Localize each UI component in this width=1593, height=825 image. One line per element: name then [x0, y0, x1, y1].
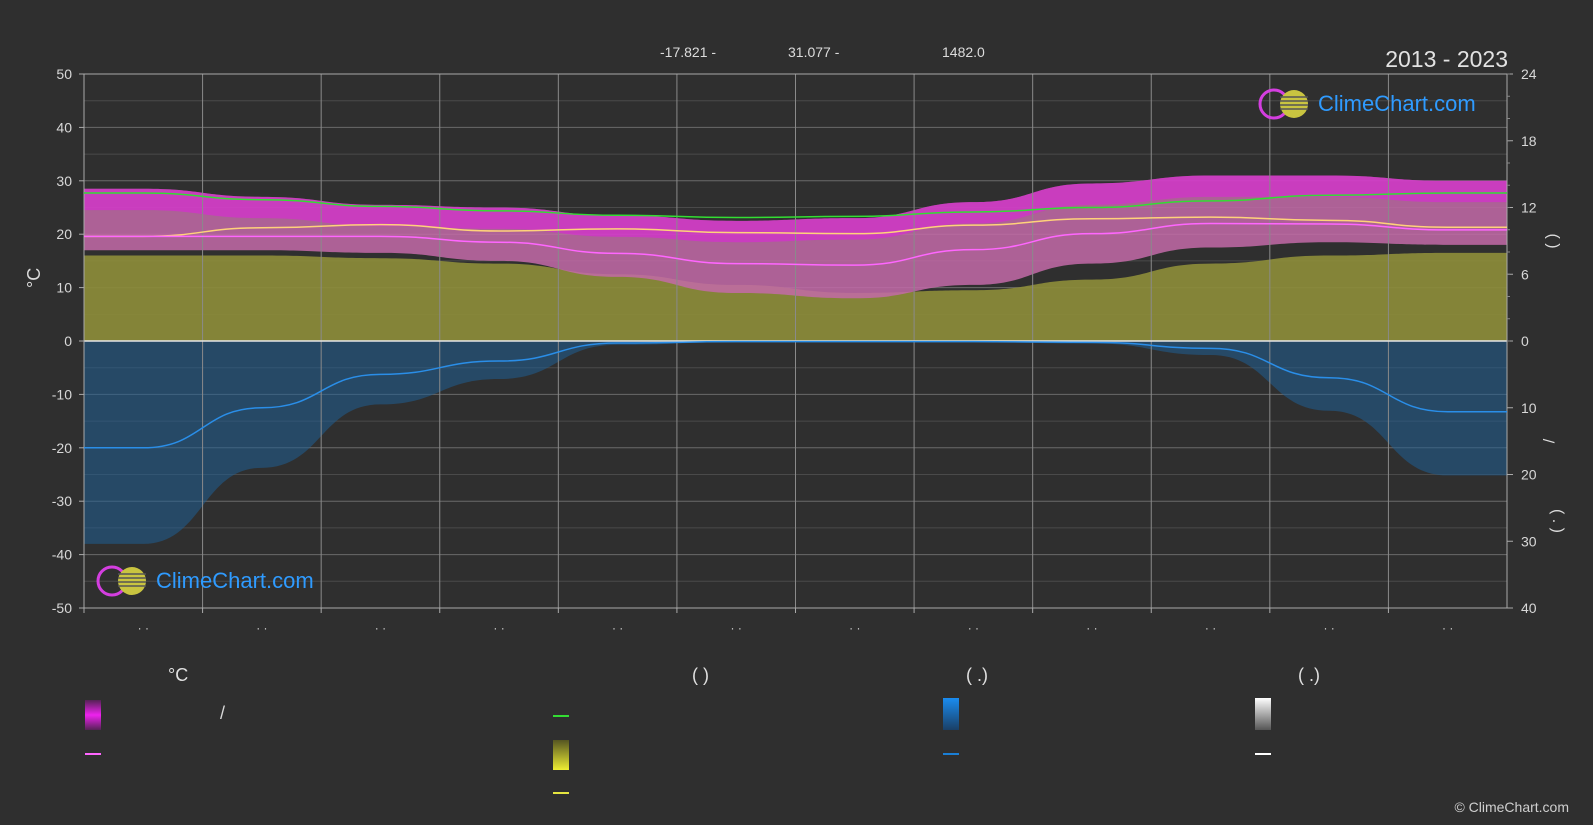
- right-axis-tick-hours: 6: [1521, 266, 1529, 282]
- max-temp-label: 31.077 -: [788, 44, 840, 60]
- left-axis-tick: 0: [64, 333, 72, 349]
- month-tick-label: · ·: [731, 621, 742, 635]
- left-axis-tick: 50: [56, 66, 72, 82]
- logo-text: ClimeChart.com: [156, 568, 314, 593]
- copyright: © ClimeChart.com: [1454, 799, 1569, 815]
- right-axis-slash: /: [1539, 438, 1557, 444]
- month-tick-label: · ·: [1205, 621, 1216, 635]
- elevation-label: 1482.0: [942, 44, 985, 60]
- right-axis-tick-precip: 30: [1521, 533, 1537, 549]
- logo-text: ClimeChart.com: [1318, 91, 1476, 116]
- daylight-line: [84, 192, 1507, 219]
- legend-daylight-line: [553, 715, 569, 717]
- climechart-logo-icon: [1258, 88, 1308, 120]
- legend-temp-range-swatch: [85, 700, 101, 730]
- month-tick-label: · ·: [493, 621, 504, 635]
- right-axis-tick-precip: 10: [1521, 400, 1537, 416]
- right-axis-label-lower: ( . ): [1549, 509, 1566, 533]
- left-axis-title: °C: [24, 267, 44, 288]
- month-tick-label: · ·: [968, 621, 979, 635]
- left-axis-tick: 20: [56, 226, 72, 242]
- left-axis-tick: 30: [56, 173, 72, 189]
- avg-temp-line: [83, 222, 1507, 266]
- month-tick-label: · ·: [1442, 621, 1453, 635]
- month-tick-label: · ·: [612, 621, 623, 635]
- logo-bottom[interactable]: ClimeChart.com: [96, 565, 314, 597]
- month-tick-label: · ·: [256, 621, 267, 635]
- legend-rain-head: ( .): [966, 665, 988, 685]
- avg-max-temp-line: [83, 216, 1507, 238]
- years-range: 2013 - 2023: [1385, 46, 1508, 72]
- right-axis-tick-hours: 12: [1521, 200, 1537, 216]
- climechart-logo-icon: [96, 565, 146, 597]
- logo-top[interactable]: ClimeChart.com: [1258, 88, 1476, 120]
- legend-snow-head: ( .): [1298, 665, 1320, 685]
- legend-precip-line: [943, 753, 959, 755]
- min-temp-label: -17.821 -: [660, 44, 717, 60]
- legend-snow-line: [1255, 753, 1271, 755]
- legend-sunshine-swatch: [553, 740, 569, 770]
- right-axis-tick-precip: 20: [1521, 467, 1537, 483]
- right-axis-tick-hours: 24: [1521, 66, 1537, 82]
- legend-avg-temp-line: [85, 753, 101, 755]
- month-tick-label: · ·: [138, 621, 149, 635]
- left-axis-tick: -50: [52, 600, 72, 616]
- left-axis-tick: -40: [52, 547, 72, 563]
- legend-snow-swatch: [1255, 698, 1271, 730]
- left-axis-tick: 40: [56, 119, 72, 135]
- left-axis-tick: 10: [56, 280, 72, 296]
- legend-precip-swatch: [943, 698, 959, 730]
- legend-sunshine-line: [553, 792, 569, 794]
- month-tick-label: · ·: [1323, 621, 1334, 635]
- precip-line: [84, 340, 1507, 449]
- month-tick-label: · ·: [849, 621, 860, 635]
- left-axis-tick: -30: [52, 493, 72, 509]
- right-axis-tick-hours: 0: [1521, 333, 1529, 349]
- legend-slash: /: [220, 703, 226, 723]
- month-tick-label: · ·: [375, 621, 386, 635]
- legend-sun-head: ( ): [692, 665, 709, 685]
- left-axis-tick: -10: [52, 386, 72, 402]
- right-axis-label-upper-a: ( ): [1544, 233, 1562, 249]
- month-tick-label: · ·: [1086, 621, 1097, 635]
- legend-temp-head: °C: [168, 665, 189, 685]
- left-axis-tick: -20: [52, 440, 72, 456]
- right-axis-tick-hours: 18: [1521, 133, 1537, 149]
- right-axis-tick-precip: 40: [1521, 600, 1537, 616]
